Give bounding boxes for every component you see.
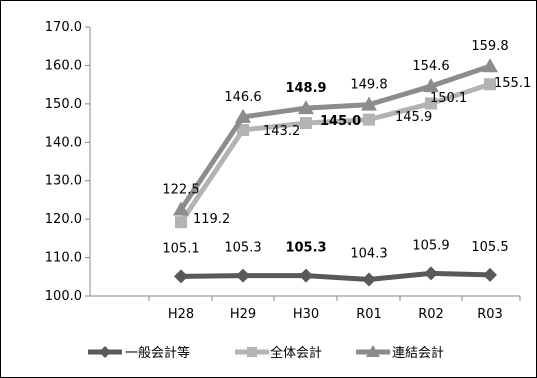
series-line [180,270,491,282]
data-point [424,266,438,281]
legend-item: 一般会計等 [88,345,190,361]
data-label: 104.3 [350,246,387,261]
data-label: 154.6 [412,59,449,74]
x-tick-label: R03 [477,307,503,322]
data-label: 105.1 [162,241,199,256]
y-tick-label: 130.0 [45,174,82,189]
data-label: 105.3 [285,241,326,256]
data-point [236,268,250,283]
y-tick-label: 150.0 [45,97,82,112]
data-point [237,123,249,136]
legend-label: 一般会計等 [125,345,190,361]
y-tick-label: 160.0 [45,58,82,73]
x-tick-label: R02 [418,307,444,322]
data-point [247,347,257,357]
data-label: 149.8 [350,78,387,93]
data-point [482,58,498,73]
data-point [235,108,251,123]
data-label: 119.2 [193,212,230,227]
data-point [363,113,375,126]
data-label: 105.5 [471,240,508,255]
y-tick-label: 140.0 [45,135,82,150]
data-label: 146.6 [224,90,261,105]
x-tick-label: R01 [356,307,382,322]
y-tick-label: 170.0 [45,20,82,35]
series-line [178,81,491,224]
data-point [298,100,314,115]
data-point [173,201,189,216]
data-label: 159.8 [471,39,508,54]
data-point [423,78,439,93]
data-point [174,269,188,284]
y-tick-label: 110.0 [45,251,82,266]
data-label: 145.0 [320,114,361,129]
x-tick-label: H29 [230,307,256,322]
legend-label: 連結会計 [392,345,444,361]
legend-item: 全体会計 [235,345,322,361]
data-point [99,346,111,358]
plot-area: 100.0 110.0 120.0 130.0 140.0 150.0 160.0 170.0… [45,20,531,322]
legend: 一般会計等 全体会計 連結会計 [88,345,444,361]
legend-label: 全体会計 [270,345,322,361]
data-label: 105.3 [224,241,261,256]
x-tick-label: H30 [293,307,319,322]
series-line [178,63,491,211]
data-point [484,78,496,91]
data-label: 148.9 [285,81,326,96]
data-point [483,267,497,282]
data-label: 143.2 [263,124,300,139]
data-point [300,117,312,130]
data-point [425,97,437,110]
x-tick-label: H28 [168,307,194,322]
data-point [175,216,187,229]
y-tick-label: 120.0 [45,212,82,227]
legend-item: 連結会計 [356,345,444,361]
data-label: 155.1 [494,76,531,91]
data-point [366,345,380,357]
data-label: 105.9 [412,238,449,253]
data-point [362,272,376,287]
data-point [299,268,313,283]
y-tick-label: 100.0 [45,289,82,304]
data-point [361,96,377,111]
data-label: 145.9 [395,110,432,125]
data-label: 122.5 [162,183,199,198]
data-label: 150.1 [430,91,467,106]
